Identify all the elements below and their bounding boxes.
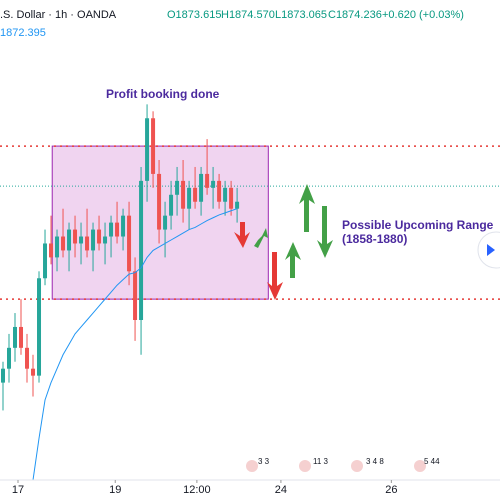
plot-area (0, 104, 500, 481)
event-label: 5 44 (424, 457, 440, 466)
symbol-title: .S. Dollar · 1h · OANDA (0, 9, 117, 21)
candle-body (163, 215, 168, 230)
arrow-down (267, 252, 283, 300)
candle-body (25, 347, 30, 369)
candle-body (193, 187, 198, 202)
candle-body (199, 173, 204, 202)
candle-body (211, 180, 216, 188)
arrow-down (234, 222, 250, 248)
drawings (234, 184, 333, 300)
indicator-value: 1872.395 (0, 27, 46, 39)
candle-body (97, 229, 102, 244)
x-tick-label: 26 (385, 484, 397, 496)
candle-body (55, 236, 60, 258)
candle-body (145, 118, 150, 181)
candle-body (43, 243, 48, 279)
event-label: 3 3 (258, 457, 270, 466)
candle-body (205, 173, 210, 188)
candle-body (109, 222, 114, 237)
candle-body (121, 215, 126, 237)
event-label: 3 4 8 (366, 457, 384, 466)
x-tick-label: 17 (12, 484, 24, 496)
candle-body (175, 180, 180, 195)
candle-body (13, 326, 18, 348)
candle-body (37, 278, 42, 376)
moving-average (32, 208, 238, 481)
annotation: Possible Upcoming Range (342, 218, 494, 232)
candle-body (7, 347, 12, 369)
candle-body (133, 271, 138, 320)
event-flag (299, 460, 311, 472)
candle-body (187, 187, 192, 209)
arrow-up (254, 228, 268, 248)
candle-body (67, 229, 72, 251)
x-tick-label: 24 (275, 484, 287, 496)
annotation: Profit booking done (106, 87, 220, 101)
candle-body (61, 236, 66, 251)
event-flag (351, 460, 363, 472)
candle-body (127, 215, 132, 272)
candle-body (91, 229, 96, 251)
candle-body (151, 118, 156, 174)
candle-body (157, 173, 162, 230)
candle-body (103, 236, 108, 244)
scroll-icon (487, 244, 495, 256)
arrow-down (317, 206, 333, 258)
x-tick-label: 12:00 (183, 484, 211, 496)
candle-body (31, 368, 36, 376)
candle-body (19, 326, 24, 348)
candle-body (169, 194, 174, 216)
arrow-up (299, 184, 315, 232)
candle-body (49, 243, 54, 258)
event-flag (414, 460, 426, 472)
candle-body (115, 222, 120, 237)
ohlc-change: +0.620 (+0.03%) (382, 9, 464, 21)
candle-body (223, 187, 228, 202)
ohlc-close: C1874.236 (328, 9, 382, 21)
candle-body (79, 236, 84, 244)
event-label: 11 3 (313, 457, 329, 466)
ohlc-high: H1874.570 (221, 9, 275, 21)
ohlc-low: L1873.065 (275, 9, 327, 21)
events: 3 3 11 3 3 4 8 5 44 (246, 457, 440, 472)
candle-body (85, 236, 90, 251)
arrow-up (285, 242, 301, 278)
annotation: (1858-1880) (342, 232, 407, 246)
header-bg (0, 5, 500, 41)
candle-body (73, 229, 78, 244)
event-flag (246, 460, 258, 472)
candle-body (229, 187, 234, 209)
candle-body (1, 368, 6, 383)
candle-body (217, 180, 222, 202)
candle-body (139, 180, 144, 320)
candle-body (235, 201, 240, 209)
candle-body (181, 180, 186, 209)
ohlc-open: O1873.615 (167, 9, 221, 21)
x-tick-label: 19 (109, 484, 121, 496)
